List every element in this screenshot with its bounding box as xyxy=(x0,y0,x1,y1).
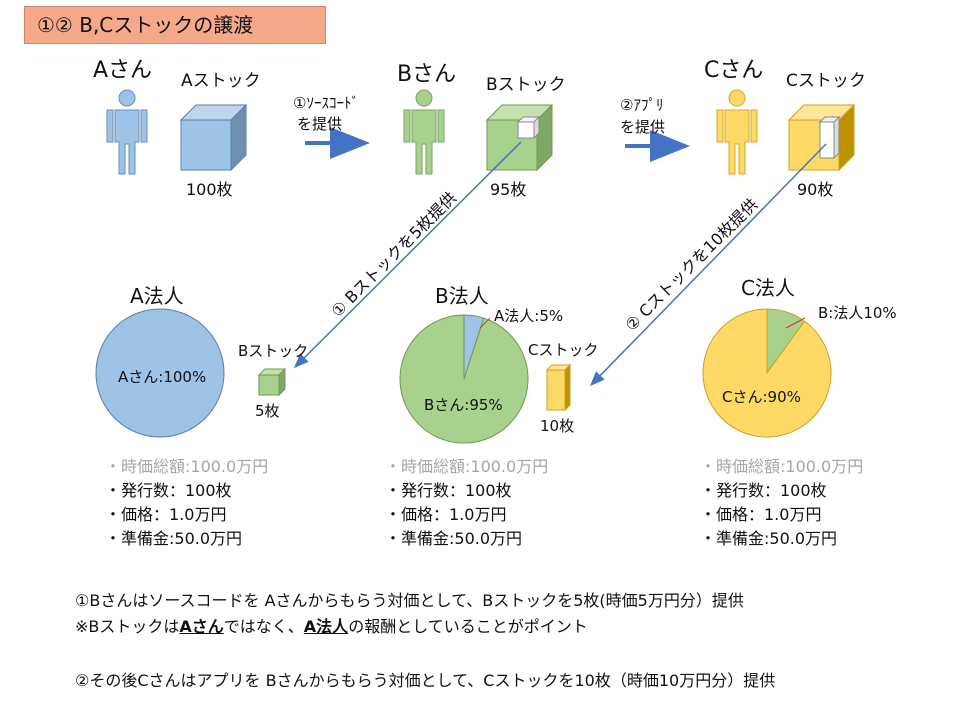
arrow-ab-label-1: ①ｿｰｽｺｰﾄﾞ xyxy=(293,94,359,112)
note-line-3: ②その後Cさんはアプリを Bさんからもらう対価として、Cストックを10枚（時価1… xyxy=(75,671,776,690)
arrow-bc-label-1: ②ｱﾌﾟﾘ xyxy=(620,96,664,114)
note-line-2-a-person: Aさん xyxy=(179,617,224,636)
pie-b-main-label: Bさん:95% xyxy=(424,396,503,414)
note-line-2-pre: ※Bストックは xyxy=(75,617,180,636)
stat-market-cap: ・時価総額:100.0万円 xyxy=(105,457,269,476)
stat-price: ・価格：1.0万円 xyxy=(385,505,507,524)
person-c-name: Cさん xyxy=(704,58,764,83)
person-c-icon xyxy=(716,89,758,175)
corp-a-stats: ・時価総額:100.0万円 ・発行数：100枚 ・価格：1.0万円 ・準備金:5… xyxy=(105,455,268,551)
corp-c-stats: ・時価総額:100.0万円 ・発行数：100枚 ・価格：1.0万円 ・準備金:5… xyxy=(700,455,863,551)
pie-a-corp xyxy=(95,308,225,438)
corp-b-stats: ・時価総額:100.0万円 ・発行数：100枚 ・価格：1.0万円 ・準備金:5… xyxy=(385,455,548,551)
note-line-2-mid: ではなく、 xyxy=(223,617,304,636)
stat-market-cap: ・時価総額:100.0万円 xyxy=(700,457,864,476)
note-line-2-a-corp: A法人 xyxy=(303,617,349,636)
pie-slice-B-1 xyxy=(399,314,529,444)
page-title: ①② B,Cストックの譲渡 xyxy=(37,13,254,37)
pie-b-minor-label: A法人:5% xyxy=(494,307,564,325)
stat-reserve: ・準備金:50.0万円 xyxy=(700,529,838,548)
corp-b-stock-count: 10枚 xyxy=(540,417,575,435)
person-a-icon xyxy=(106,89,148,175)
arrow-c-stock-to-b-corp xyxy=(589,143,827,387)
stock-c-cube xyxy=(787,103,856,172)
stat-issued: ・発行数：100枚 xyxy=(385,481,512,500)
corp-a-stock-count: 5枚 xyxy=(255,402,280,420)
stock-c-label: Cストック xyxy=(786,71,866,91)
pie-a-label: Aさん:100% xyxy=(118,368,207,386)
corp-a-stock-label: Bストック xyxy=(238,342,309,360)
pie-c-main-label: Cさん:90% xyxy=(722,388,801,406)
note-line-2-post: の報酬としていることがポイント xyxy=(348,617,588,636)
person-a-name: Aさん xyxy=(93,58,153,83)
stock-c-count: 90枚 xyxy=(797,180,834,199)
diag-label-c-stock: ② Cストックを10枚提供 xyxy=(621,195,761,335)
pie-leader-line-1 xyxy=(785,317,806,329)
stock-b-cube xyxy=(485,103,554,172)
title-box: ①② B,Cストックの譲渡 xyxy=(24,6,326,44)
stock-c-small-stack xyxy=(545,363,572,412)
person-b-icon xyxy=(403,89,445,175)
stock-a-label: Aストック xyxy=(181,71,261,91)
pie-c-minor-label: B:法人10% xyxy=(818,304,897,322)
arrow-bc-label-2: を提供 xyxy=(620,118,666,136)
arrow-b-stock-to-a-corp xyxy=(293,141,522,369)
corp-a-title: A法人 xyxy=(130,284,184,308)
arrow-ab-label-2: を提供 xyxy=(297,115,343,133)
corp-b-stock-label: Cストック xyxy=(528,341,599,359)
stat-issued: ・発行数：100枚 xyxy=(700,481,827,500)
stat-price: ・価格：1.0万円 xyxy=(105,505,227,524)
stock-b-count: 95枚 xyxy=(490,180,527,199)
pie-slice-A-0 xyxy=(95,308,225,438)
pie-slice-C-1 xyxy=(702,308,832,438)
corp-b-title: B法人 xyxy=(435,284,489,308)
stat-price: ・価格：1.0万円 xyxy=(700,505,822,524)
stock-b-label: Bストック xyxy=(486,75,566,95)
stat-market-cap: ・時価総額:100.0万円 xyxy=(385,457,549,476)
pie-c-corp xyxy=(702,308,832,438)
stock-a-cube xyxy=(179,103,248,172)
note-line-1: ①Bさんはソースコードを Aさんからもらう対価として、Bストックを5枚(時価5万… xyxy=(75,591,744,610)
stat-issued: ・発行数：100枚 xyxy=(105,481,232,500)
pie-b-corp xyxy=(399,314,529,444)
person-b-name: Bさん xyxy=(397,62,457,87)
corp-c-title: C法人 xyxy=(741,276,795,300)
stat-reserve: ・準備金:50.0万円 xyxy=(385,529,523,548)
stock-a-count: 100枚 xyxy=(186,180,233,199)
pie-leader-line-0 xyxy=(479,317,491,329)
stock-b-small-cube xyxy=(257,367,287,397)
stat-reserve: ・準備金:50.0万円 xyxy=(105,529,243,548)
note-line-2: ※BストックはAさんではなく、A法人の報酬としていることがポイント xyxy=(75,614,588,639)
